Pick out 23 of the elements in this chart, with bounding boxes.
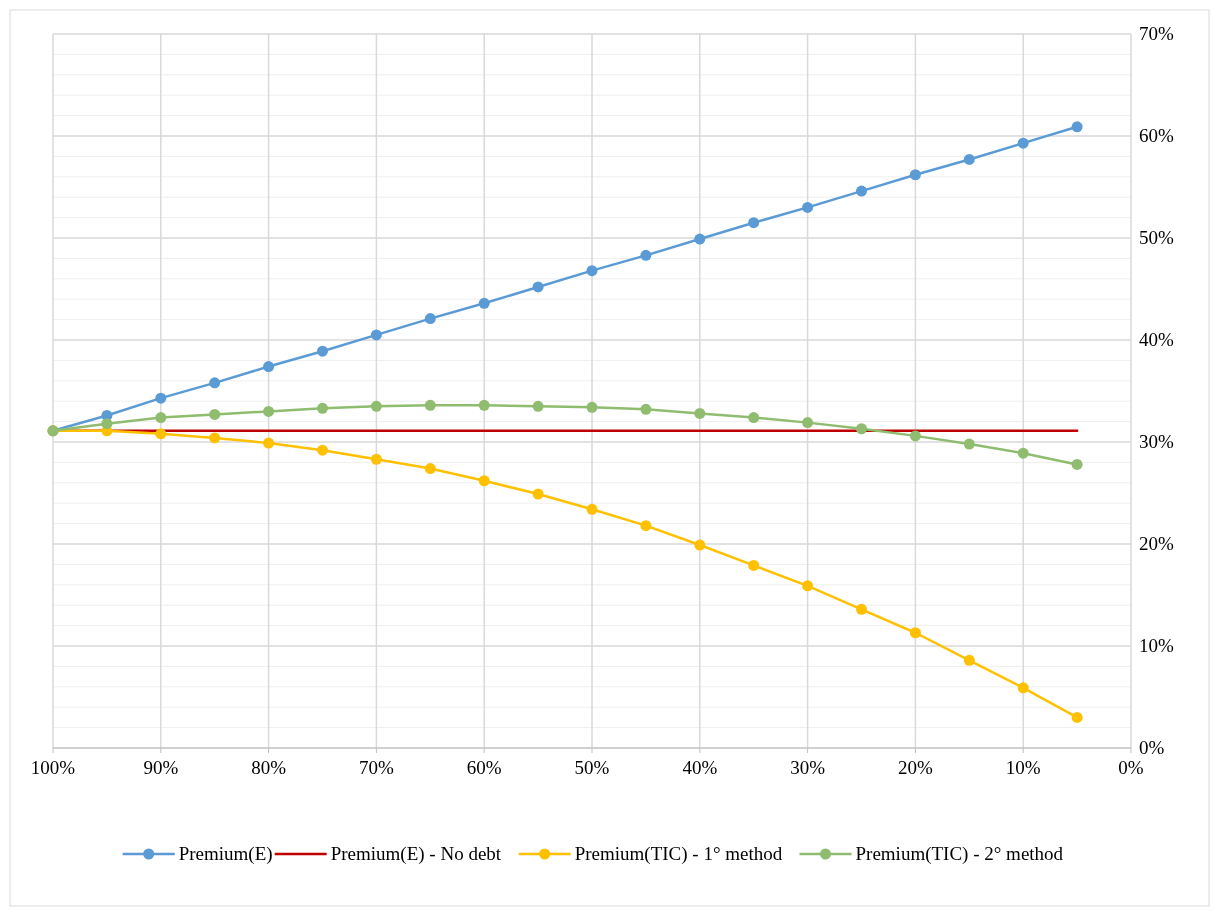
- x-tick-label: 70%: [358, 757, 394, 778]
- x-tick-label: 60%: [466, 757, 502, 778]
- y-tick-label: 30%: [1139, 431, 1174, 452]
- x-tick-label: 90%: [143, 757, 179, 778]
- x-tick-label: 40%: [682, 757, 718, 778]
- y-tick-label: 50%: [1139, 227, 1174, 248]
- legend-label: Premium(TIC) - 1° method: [574, 843, 783, 865]
- legend-label: Premium(E): [178, 843, 273, 865]
- x-tick-label: 100%: [30, 757, 76, 778]
- x-tick-label: 30%: [790, 757, 826, 778]
- y-tick-label: 40%: [1139, 329, 1174, 350]
- y-tick-label: 20%: [1139, 533, 1174, 554]
- x-tick-label: 20%: [897, 757, 933, 778]
- x-tick-label: 50%: [574, 757, 610, 778]
- legend-label: Premium(E) - No debt: [330, 843, 502, 865]
- legend-label: Premium(TIC) - 2° method: [855, 843, 1064, 865]
- y-tick-label: 10%: [1139, 635, 1174, 656]
- y-tick-label: 70%: [1139, 23, 1174, 44]
- x-tick-label: 0%: [1118, 757, 1144, 778]
- x-tick-label: 10%: [1005, 757, 1041, 778]
- y-tick-label: 0%: [1139, 737, 1165, 758]
- y-tick-label: 60%: [1139, 125, 1174, 146]
- x-tick-label: 80%: [251, 757, 287, 778]
